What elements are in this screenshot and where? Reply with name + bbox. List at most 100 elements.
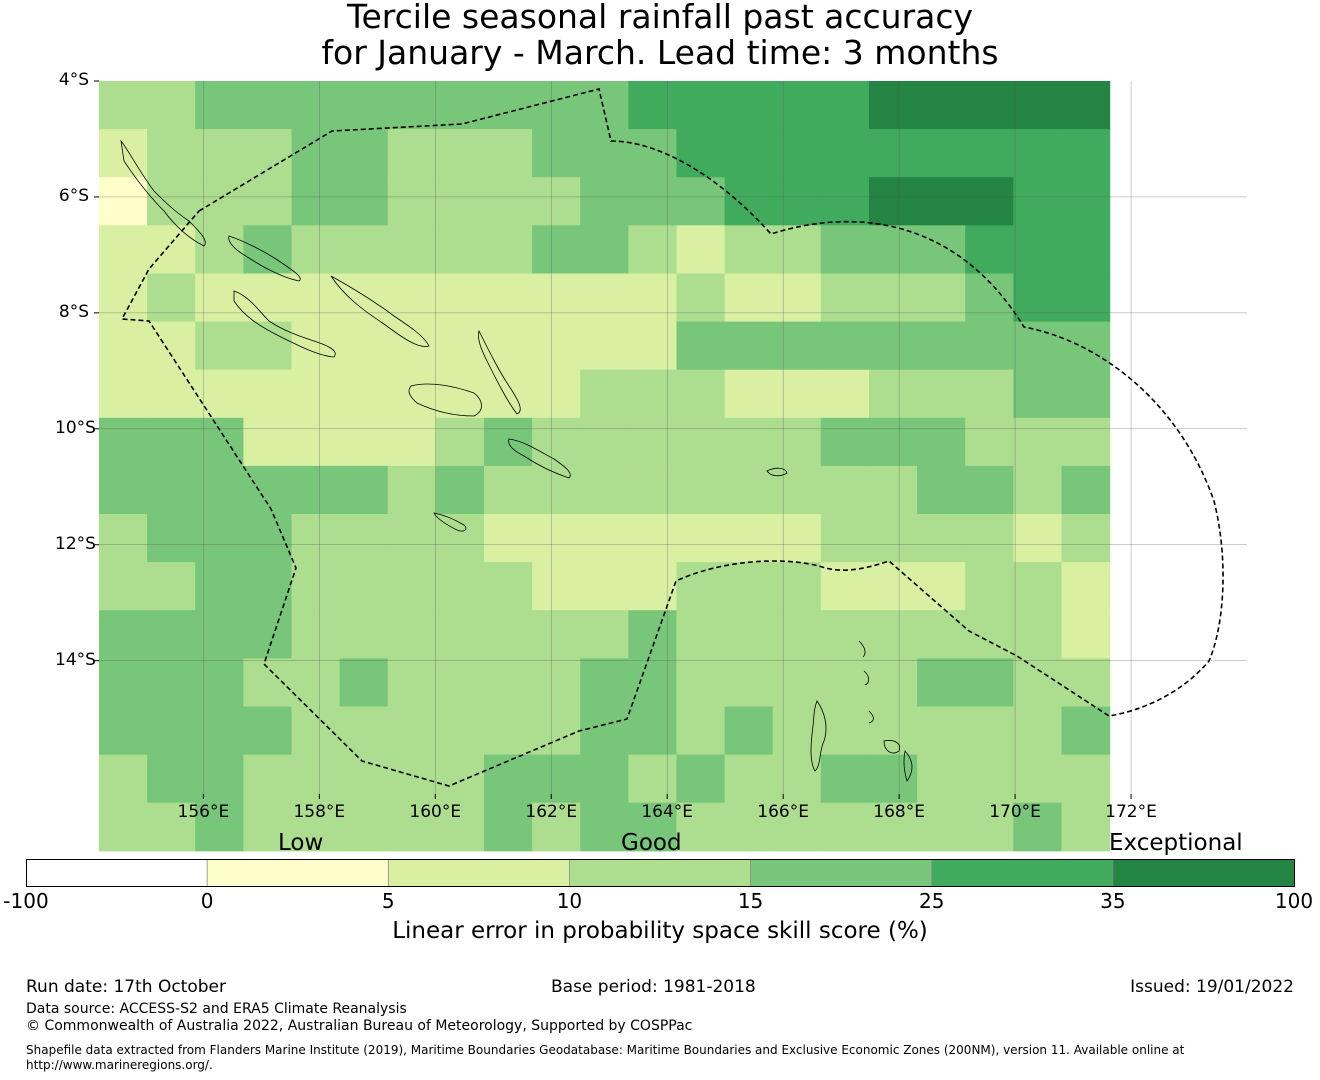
latitude-label: 10°S: [55, 417, 96, 438]
score-cell: [965, 465, 1014, 515]
colorbar-segment: [750, 859, 933, 887]
score-cell: [195, 802, 244, 852]
score-cell: [580, 129, 629, 178]
score-cell: [628, 465, 678, 515]
score-cell: [820, 417, 870, 467]
score-cell: [917, 321, 966, 371]
score-cell: [387, 658, 437, 708]
score-cell: [1013, 514, 1062, 563]
score-cell: [676, 610, 726, 659]
coastline-efate: [903, 750, 913, 782]
score-cell: [339, 321, 389, 371]
category-good-label: Good: [621, 830, 682, 856]
score-cell: [243, 321, 293, 371]
longitude-label: 168°E: [873, 802, 925, 822]
score-cell: [724, 81, 774, 130]
score-cell: [1013, 562, 1062, 611]
score-cell: [435, 754, 485, 804]
score-cell: [243, 754, 293, 804]
copyright: © Commonwealth of Australia 2022, Austra…: [26, 1018, 693, 1034]
score-cell: [435, 610, 485, 659]
longitude-label: 160°E: [409, 802, 462, 822]
longitude-label: 162°E: [525, 802, 578, 822]
score-cell: [243, 129, 293, 178]
base-period: Base period: 1981-2018: [551, 977, 756, 997]
score-cell: [676, 465, 726, 515]
score-cell: [532, 658, 581, 708]
score-cell: [965, 658, 1014, 708]
score-cell: [724, 273, 774, 323]
score-cell: [435, 321, 485, 371]
score-cell: [147, 514, 196, 563]
score-cell: [484, 225, 533, 274]
score-cell: [917, 658, 966, 708]
score-cell: [435, 562, 485, 611]
score-cell: [435, 81, 485, 130]
colorbar-segment: [26, 859, 208, 887]
colorbar-segment: [931, 859, 1114, 887]
score-cell: [387, 706, 437, 756]
skill-score-map: [94, 80, 1247, 852]
score-cell: [772, 321, 822, 371]
score-cell: [484, 562, 533, 611]
score-cell: [243, 417, 293, 467]
score-cell: [628, 514, 678, 563]
score-cell: [387, 129, 437, 178]
score-cell: [1061, 129, 1111, 178]
score-cell: [724, 369, 774, 419]
score-cell: [484, 465, 533, 515]
score-cell: [628, 81, 678, 130]
score-cell: [580, 465, 629, 515]
score-cell: [291, 129, 341, 178]
score-cell: [676, 754, 726, 804]
score-cell: [339, 465, 389, 515]
score-cell: [1061, 514, 1111, 563]
score-cell: [628, 562, 678, 611]
score-cell: [869, 802, 918, 852]
score-cell: [147, 81, 196, 130]
score-cell: [917, 273, 966, 323]
chart-title-line-1: Tercile seasonal rainfall past accuracy: [346, 0, 974, 36]
score-cell: [387, 369, 437, 419]
colorbar-tick-label: 5: [381, 889, 395, 913]
score-cell: [917, 802, 966, 852]
score-cell: [1013, 129, 1062, 178]
score-cell: [869, 465, 918, 515]
score-cell: [484, 321, 533, 371]
score-cell: [917, 81, 966, 130]
score-cell: [676, 321, 726, 371]
score-cell: [965, 706, 1014, 756]
score-cell: [628, 321, 678, 371]
score-cell: [965, 273, 1014, 323]
coastline-rennell: [433, 512, 467, 532]
score-cell: [1013, 273, 1062, 323]
score-cell: [532, 225, 581, 274]
score-cell: [965, 562, 1014, 611]
score-cell: [532, 177, 581, 226]
score-cell: [484, 273, 533, 323]
score-cell: [820, 514, 870, 563]
score-cell: [772, 225, 822, 274]
score-cell: [1061, 369, 1111, 419]
score-cell: [291, 754, 341, 804]
score-cell: [147, 321, 196, 371]
score-cell: [532, 417, 581, 467]
score-cell: [484, 658, 533, 708]
score-cell: [532, 369, 581, 419]
score-cell: [580, 81, 629, 130]
score-cell: [339, 658, 389, 708]
score-cell: [387, 177, 437, 226]
score-cell: [291, 802, 341, 852]
score-cell: [580, 706, 629, 756]
score-cell: [628, 706, 678, 756]
score-cell: [917, 225, 966, 274]
score-cell: [676, 562, 726, 611]
score-cell: [435, 706, 485, 756]
score-cell: [532, 562, 581, 611]
score-cell: [580, 514, 629, 563]
run-date: Run date: 17th October: [26, 977, 226, 997]
score-cell: [291, 610, 341, 659]
colorbar-border: [26, 859, 1295, 887]
score-cell: [1013, 369, 1062, 419]
score-cell: [243, 465, 293, 515]
